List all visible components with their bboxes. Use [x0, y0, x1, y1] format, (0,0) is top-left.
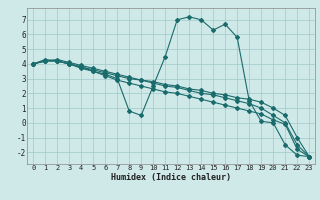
X-axis label: Humidex (Indice chaleur): Humidex (Indice chaleur) — [111, 173, 231, 182]
